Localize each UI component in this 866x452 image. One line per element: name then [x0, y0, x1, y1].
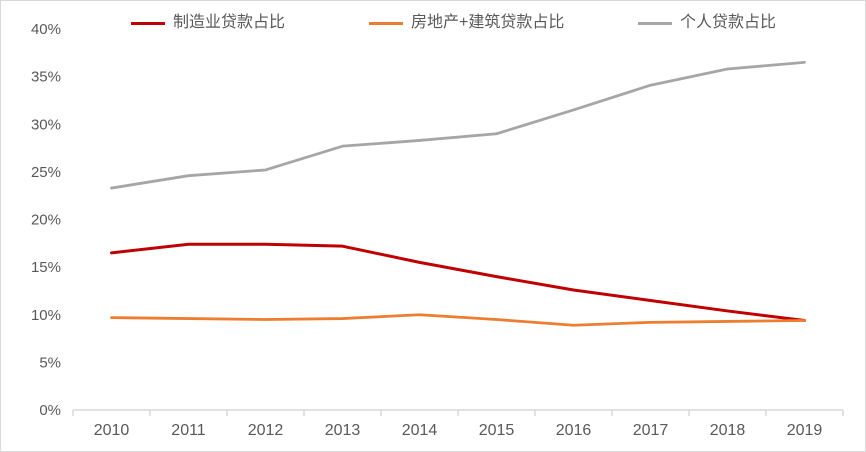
series-line-0 [110, 242, 806, 322]
y-axis-label-10%: 10% [31, 307, 61, 324]
x-axis-label-2010: 2010 [94, 422, 130, 439]
y-axis-label-5%: 5% [39, 354, 61, 371]
legend-line-swatch-manufacturing [131, 21, 165, 25]
x-axis-label-2012: 2012 [248, 422, 284, 439]
x-axis-label-2016: 2016 [556, 422, 592, 439]
series-line-2 [110, 60, 806, 190]
legend-item-manufacturing: 制造业贷款占比 [131, 15, 285, 31]
x-axis-label-2017: 2017 [633, 422, 669, 439]
legend-label-manufacturing: 制造业贷款占比 [173, 14, 286, 31]
y-axis-label-15%: 15% [31, 259, 61, 276]
y-axis-label-40%: 40% [31, 21, 61, 38]
x-axis-label-2015: 2015 [479, 422, 515, 439]
x-axis-label-2011: 2011 [171, 422, 206, 439]
legend-line-swatch-personal [638, 21, 672, 25]
x-axis-label-2019: 2019 [787, 422, 823, 439]
y-axis-label-35%: 35% [31, 69, 61, 86]
y-axis-label-25%: 25% [31, 164, 61, 181]
chart-legend: 制造业贷款占比 房地产+建筑贷款占比 个人贷款占比 [1, 1, 865, 41]
x-axis-label-2014: 2014 [402, 422, 438, 439]
legend-line-swatch-realestate-construction [369, 21, 403, 25]
x-axis-label-2018: 2018 [710, 422, 746, 439]
series-line-1 [110, 313, 806, 327]
legend-item-realestate-construction: 房地产+建筑贷款占比 [369, 15, 564, 31]
y-axis-label-0%: 0% [39, 402, 61, 419]
legend-label-realestate-construction: 房地产+建筑贷款占比 [411, 14, 565, 31]
x-axis-label-2013: 2013 [325, 422, 361, 439]
legend-item-personal: 个人贷款占比 [638, 15, 776, 31]
y-axis-label-30%: 30% [31, 116, 61, 133]
legend-label-personal: 个人贷款占比 [680, 14, 777, 31]
y-axis-label-20%: 20% [31, 212, 61, 229]
